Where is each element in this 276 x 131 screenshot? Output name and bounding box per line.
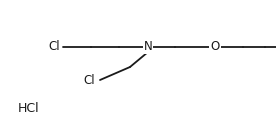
Text: Cl: Cl xyxy=(83,73,95,86)
Text: Cl: Cl xyxy=(48,40,60,53)
Text: HCl: HCl xyxy=(18,102,40,114)
Text: O: O xyxy=(210,40,220,53)
Text: N: N xyxy=(144,40,152,53)
